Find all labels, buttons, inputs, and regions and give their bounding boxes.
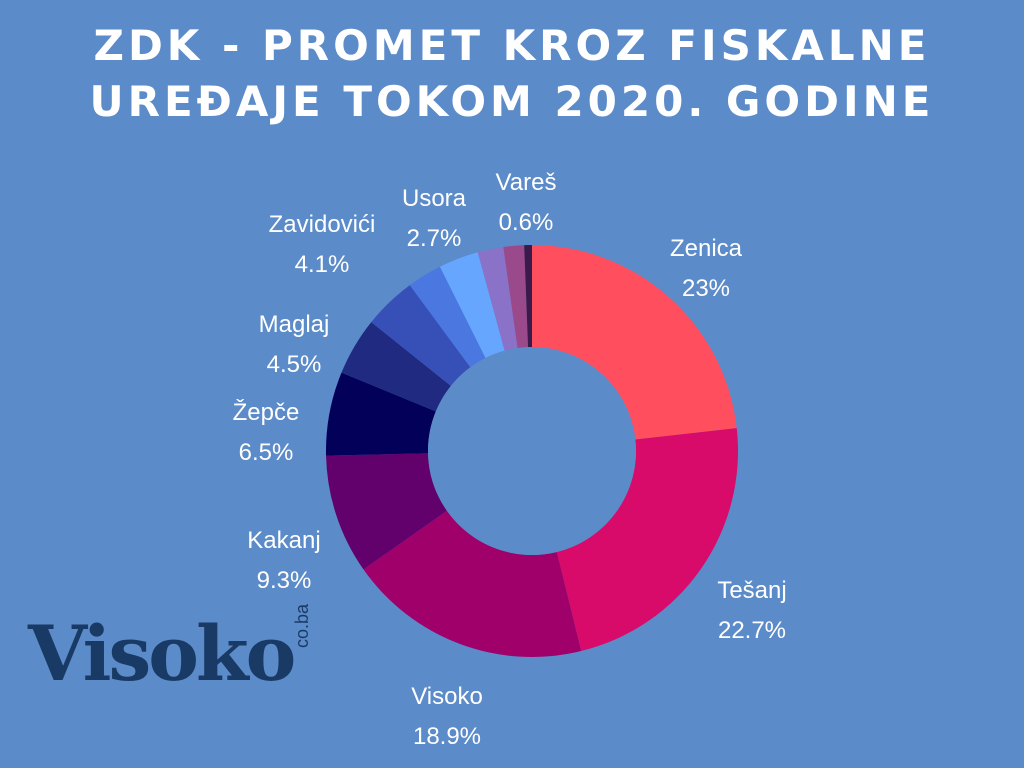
label-zenica: Zenica <box>670 235 743 262</box>
slice-minor-10 <box>503 245 529 349</box>
slice-minor-9 <box>477 247 518 351</box>
slice-visoko <box>363 510 582 658</box>
value-kakanj: 9.3% <box>257 567 312 594</box>
label-usora: Usora <box>402 185 467 212</box>
value-visoko: 18.9% <box>413 723 481 750</box>
chart-title: ZDK - PROMET KROZ FISKALNE UREĐAJE TOKOM… <box>0 18 1024 130</box>
slice-vareš <box>524 245 532 348</box>
value-maglaj: 4.5% <box>267 351 322 378</box>
label-vareš: Vareš <box>496 169 557 196</box>
value-zavidovići: 4.1% <box>295 251 350 278</box>
slice-usora <box>409 266 486 368</box>
slice-maglaj <box>341 322 451 412</box>
slice-zenica <box>532 245 737 440</box>
label-visoko: Visoko <box>411 683 483 710</box>
label-tešanj: Tešanj <box>717 577 786 604</box>
donut-labels: Zenica 23% Tešanj 22.7% Visoko 18.9% Kakanj 9.3… <box>233 169 787 750</box>
label-maglaj: Maglaj <box>259 311 330 338</box>
value-vareš: 0.6% <box>499 209 554 236</box>
donut-hole <box>428 347 636 555</box>
chart-title-line-1: ZDK - PROMET KROZ FISKALNE <box>93 21 931 70</box>
label-zavidovići: Zavidovići <box>269 211 376 238</box>
donut-slices <box>326 245 738 658</box>
slice-zavidovići <box>371 285 471 386</box>
label-žepče: Žepče <box>233 399 300 426</box>
value-žepče: 6.5% <box>239 439 294 466</box>
slice-žepče <box>326 372 436 456</box>
slice-kakanj <box>326 453 447 570</box>
value-zenica: 23% <box>682 275 730 302</box>
value-tešanj: 22.7% <box>718 617 786 644</box>
label-kakanj: Kakanj <box>247 527 320 554</box>
value-usora: 2.7% <box>407 225 462 252</box>
chart-title-line-2: UREĐAJE TOKOM 2020. GODINE <box>89 77 935 126</box>
slice-minor-8 <box>439 252 505 358</box>
logo-wordmark: Visoko <box>28 609 296 698</box>
logo-domain-suffix: co.ba <box>292 603 312 648</box>
slice-tešanj <box>556 428 738 652</box>
